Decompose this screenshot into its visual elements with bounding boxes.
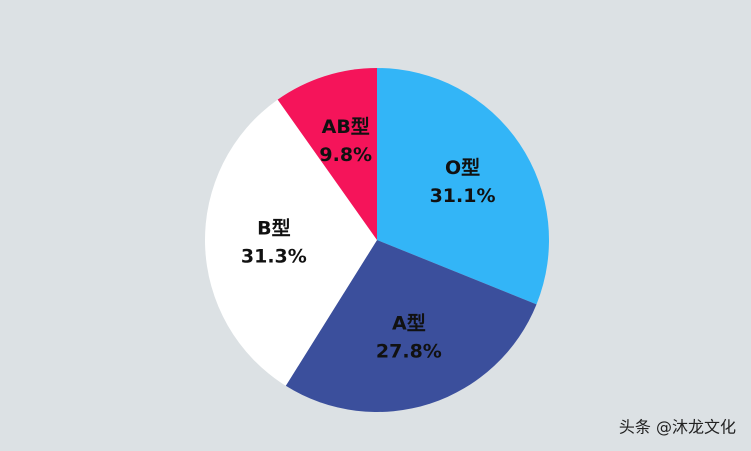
pie-slice <box>277 68 377 240</box>
slice-value-label: 31.3% <box>241 245 307 267</box>
slice-value-label: 27.8% <box>376 341 442 363</box>
slice-value-label: 31.1% <box>430 185 496 207</box>
pie-slice <box>285 240 537 412</box>
slice-label: O型 <box>445 156 480 179</box>
pie-slice <box>377 68 549 305</box>
watermark: 头条 @沐龙文化 <box>619 418 736 437</box>
slice-value-label: 9.8% <box>319 144 372 166</box>
slice-label: AB型 <box>322 115 370 138</box>
slice-label: A型 <box>392 312 426 335</box>
pie-slice <box>205 99 377 386</box>
slice-label: B型 <box>257 216 290 239</box>
